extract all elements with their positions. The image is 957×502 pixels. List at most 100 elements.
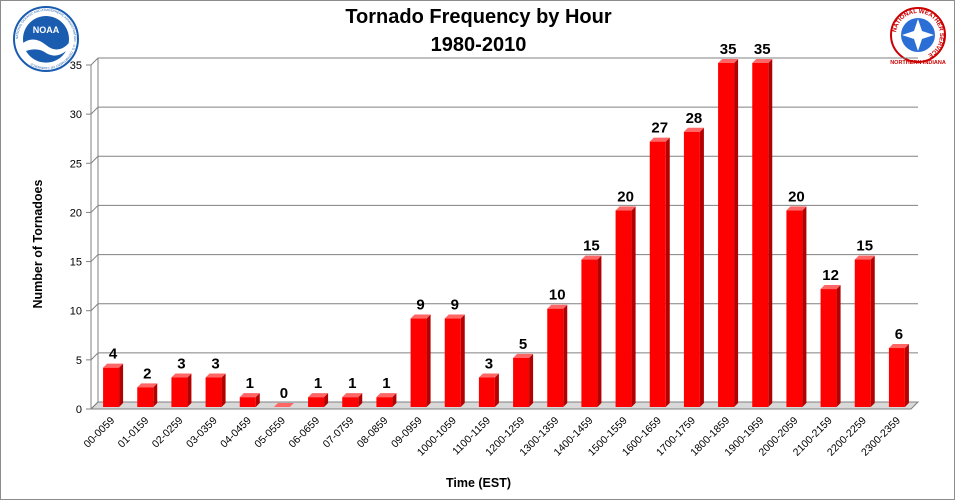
bar-top (581, 255, 602, 260)
bar-top (205, 373, 226, 378)
data-label: 20 (617, 188, 634, 205)
bar (786, 206, 807, 407)
data-label: 15 (583, 238, 600, 255)
data-label: 2 (143, 365, 151, 382)
bar-side (631, 206, 636, 407)
bar-top (615, 206, 636, 211)
gridline-depth (90, 205, 99, 213)
bar-top (273, 403, 294, 407)
y-tick-label: 20 (70, 207, 82, 219)
bar-side (768, 59, 773, 407)
bar-side (460, 314, 465, 407)
bar-top (547, 304, 568, 309)
gridline-depth (90, 57, 99, 66)
bar-top (683, 127, 704, 132)
data-label: 3 (177, 356, 185, 373)
bar-top (718, 59, 739, 63)
gridline-depth (90, 254, 99, 262)
bar-side (529, 353, 534, 407)
data-label: 27 (651, 120, 668, 137)
bar-side (802, 206, 807, 407)
y-tick-label: 0 (76, 404, 82, 416)
bar-side (255, 393, 260, 407)
bar (683, 127, 704, 408)
bar-side (597, 255, 602, 407)
bar-front (171, 377, 188, 407)
y-tick-label: 10 (70, 306, 82, 318)
bar-top (854, 255, 875, 260)
bar (205, 373, 226, 407)
data-label: 28 (686, 110, 703, 127)
bar (752, 59, 773, 407)
bar-top (888, 344, 909, 349)
bar (137, 383, 158, 407)
data-label: 9 (416, 297, 424, 314)
y-tick-label: 35 (70, 60, 82, 72)
data-label: 20 (788, 188, 805, 205)
bar-side (870, 255, 875, 407)
bar-top (478, 373, 499, 378)
bar-front (239, 397, 256, 407)
data-label: 1 (382, 375, 390, 392)
bar-side (836, 285, 841, 407)
bar (308, 393, 329, 407)
bar-side (426, 314, 431, 407)
data-label: 10 (549, 287, 566, 304)
bar (547, 304, 568, 407)
bar (513, 353, 534, 407)
bar-front (786, 210, 803, 407)
bar-front (854, 259, 871, 407)
chart-title: Tornado Frequency by Hour (345, 6, 612, 28)
data-label: 1 (348, 375, 356, 392)
bar (478, 373, 499, 407)
gridline-depth (90, 106, 99, 115)
bar-front (308, 397, 325, 407)
bar-front (376, 397, 393, 407)
bar-front (752, 63, 769, 407)
data-label: 0 (280, 385, 288, 402)
x-tick-label: 02-0259 (150, 415, 186, 451)
y-tick-label: 25 (70, 158, 82, 170)
gridline-depth (90, 155, 99, 164)
bar-front (649, 141, 666, 407)
bar (410, 314, 431, 407)
data-label: 6 (895, 326, 903, 343)
x-tick-label: 04-0459 (218, 415, 254, 451)
bar-top (376, 393, 397, 398)
bar-front (513, 357, 530, 407)
data-label: 15 (856, 238, 873, 255)
bar-front (547, 308, 564, 407)
bar-top (649, 137, 670, 142)
bar-top (103, 363, 124, 368)
bar-side (494, 373, 499, 407)
bar (718, 59, 739, 407)
bar-top (137, 383, 158, 388)
gridline-depth (90, 352, 99, 361)
gridline-depth (90, 401, 99, 410)
bar-top (342, 393, 363, 398)
bar (581, 255, 602, 407)
bar (444, 314, 465, 407)
data-label: 3 (485, 356, 493, 373)
bar-side (221, 373, 226, 407)
bar (649, 137, 670, 407)
data-label: 1 (246, 375, 254, 392)
bar-side (904, 344, 909, 407)
bar-side (392, 393, 397, 407)
data-label: 5 (519, 336, 527, 353)
svg-text:NOAA: NOAA (33, 25, 60, 35)
bar-front (444, 318, 461, 407)
bar-top (786, 206, 807, 211)
y-tick-label: 30 (70, 109, 82, 121)
bar-front (205, 377, 222, 407)
bar-side (699, 127, 704, 408)
bar-top (820, 285, 841, 290)
noaa-logo: NOAA NATIONAL OCEANIC AND ATMOSPHERIC AD… (13, 6, 79, 72)
bar-top (444, 314, 465, 319)
x-tick-label: 06-0659 (286, 415, 322, 451)
bar-side (153, 383, 158, 407)
nws-caption: NORTHERN INDIANA (890, 60, 946, 66)
bar-side (665, 137, 670, 407)
